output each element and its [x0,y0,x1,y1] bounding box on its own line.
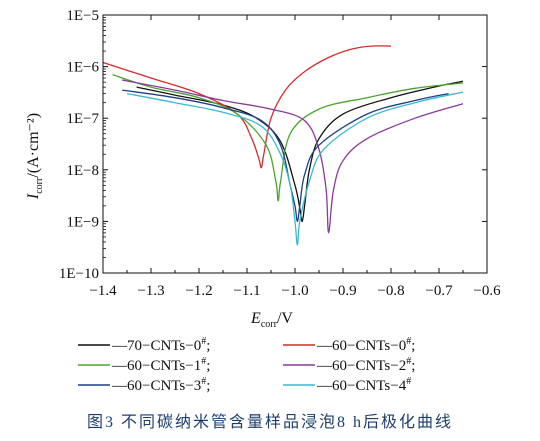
x-tick-label: −1.1 [233,283,260,299]
legend-entry-sup: # [201,356,206,367]
y-tick-label: 1E−10 [59,266,99,282]
x-tick-label: −1.4 [89,283,117,299]
y-tick-label: 1E−5 [66,8,99,24]
series-line-4 [122,89,449,223]
y-axis-title-sub: corr [34,177,45,194]
y-tick-label: 1E−7 [66,111,99,127]
y-tick-label: 1E−6 [66,60,99,76]
legend-entry-sup: # [406,356,411,367]
series-line-0 [136,80,464,223]
y-tick-label: 1E−9 [66,214,99,230]
legend: —70−CNTs−0#; —60−CNTs−0#;—60−CNTs−1#; —60−… [78,336,415,394]
plot-frame [102,14,488,274]
series-line-5 [126,91,464,246]
legend-entry-1: —60−CNTs−0#; [316,336,415,354]
polarization-chart: −1.4 −1.3 −1.2 −1.1 −1.0 −0.9 −0.8 −0.7 −0.6 1E−5… [25,8,501,394]
curves [102,45,464,246]
legend-entry-tail: ; [411,338,415,354]
legend-entry-tail: ; [206,338,210,354]
y-axis-title-unit: /(A·cm⁻²) [25,113,42,178]
x-tick-label: −1.3 [137,283,164,299]
ticks: −1.4 −1.3 −1.2 −1.1 −1.0 −0.9 −0.8 −0.7 −0.6 1E−5… [59,8,501,299]
legend-entry-text: —60−CNTs−0 [316,338,406,354]
figure-caption: 图3 不同碳纳米管含量样品浸泡8 h后极化曲线 [86,414,453,431]
legend-entry-text: —70−CNTs−0 [111,338,201,354]
series-line-2 [112,73,464,202]
series-line-3 [122,79,464,234]
y-tick-label: 1E−8 [66,163,99,179]
axes [102,14,488,274]
legend-entry-sup: # [201,376,206,387]
legend-entry-2: —60−CNTs−1#; [111,356,210,374]
series-line-1 [102,45,392,169]
legend-entry-tail: ; [206,358,210,374]
y-axis-title-main: I [25,193,42,200]
legend-entry-3: —60−CNTs−2#; [316,356,415,374]
x-tick-label: −0.7 [425,283,453,299]
x-tick-label: −0.9 [329,283,356,299]
x-tick-label: −1.0 [281,283,308,299]
legend-entry-sup: # [406,336,411,347]
x-axis-title: Ecorr/V [250,310,293,330]
legend-entry-text: —60−CNTs−3 [111,378,201,394]
x-axis-title-main: E [250,310,261,327]
legend-entry-sup: # [201,336,206,347]
legend-entry-5: —60−CNTs−4# [316,376,411,394]
x-axis-title-sub: corr [261,319,278,330]
x-tick-label: −1.2 [185,283,212,299]
legend-entry-4: —60−CNTs−3#; [111,376,210,394]
x-axis-title-unit: /V [277,310,293,327]
x-tick-label: −0.8 [377,283,404,299]
y-axis-title: Icorr/(A·cm⁻²) [25,113,45,200]
legend-entry-text: —60−CNTs−2 [316,358,406,374]
legend-entry-0: —70−CNTs−0#; [111,336,210,354]
legend-entry-sup: # [406,376,411,387]
legend-entry-text: —60−CNTs−4 [316,378,407,394]
legend-entry-text: —60−CNTs−1 [111,358,201,374]
legend-entry-tail: ; [411,358,415,374]
legend-entry-tail: ; [206,378,210,394]
x-tick-label: −0.6 [473,283,501,299]
